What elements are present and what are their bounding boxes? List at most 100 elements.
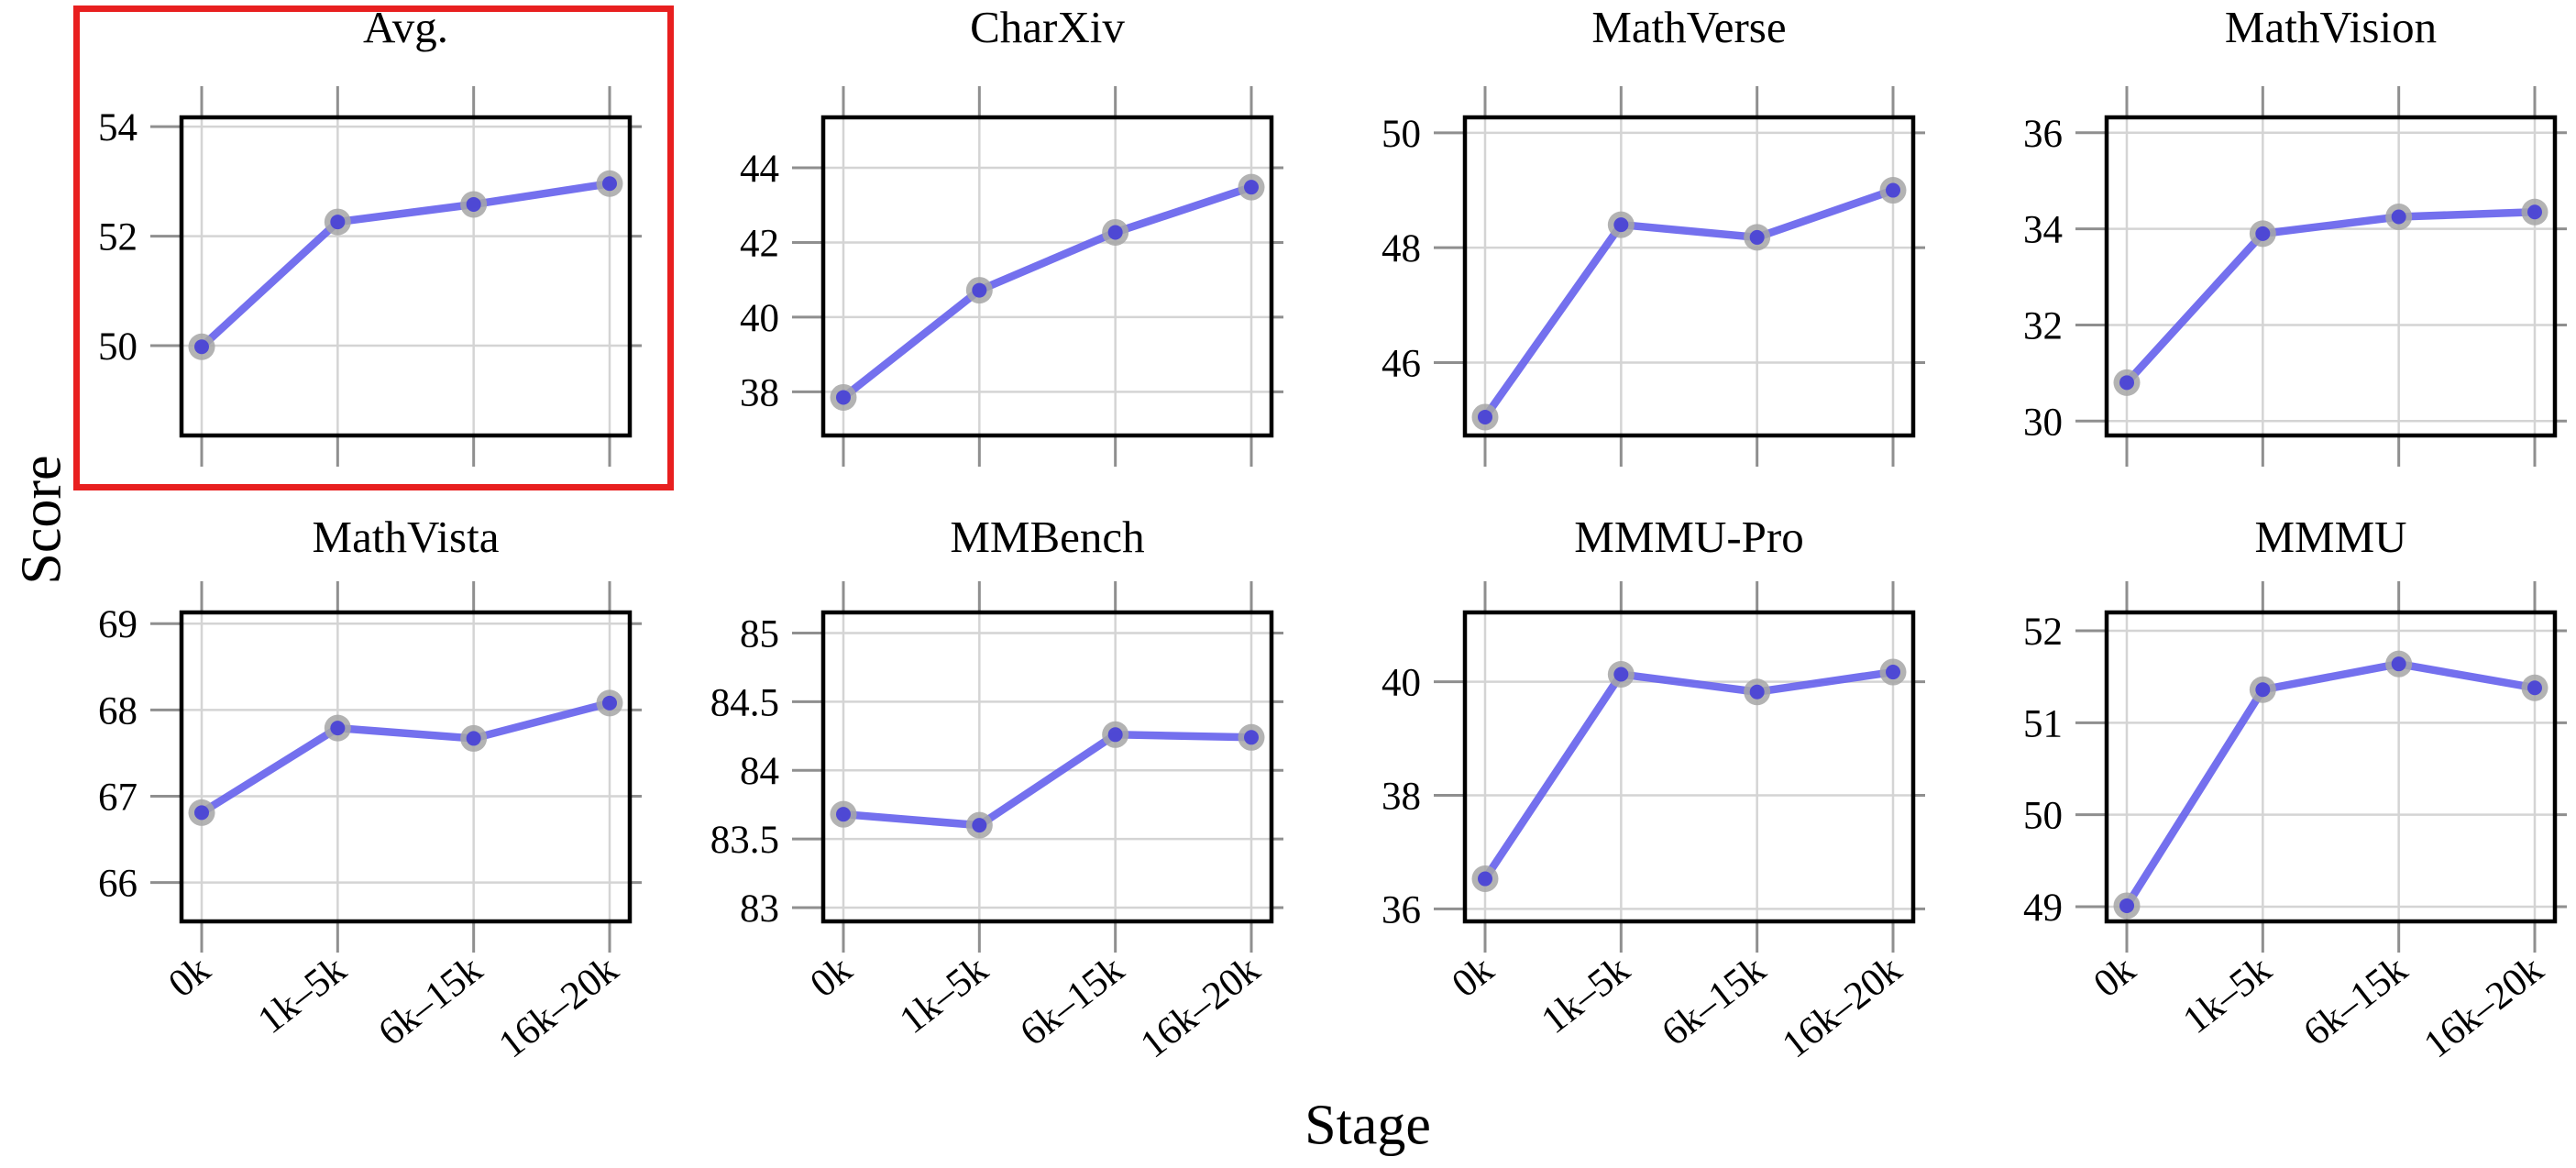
y-tick-label: 84 [740,750,779,793]
y-tick-label: 36 [2023,113,2063,156]
axis-frame [1462,115,1916,438]
y-tick-label: 38 [740,371,779,414]
y-tick-label: 51 [2023,702,2063,745]
data-line [839,182,1256,402]
y-tick-label: 32 [2023,304,2063,347]
data-point [1107,727,1123,743]
y-axis-label: Score [10,455,73,585]
x-tick-label: 0k [802,948,860,1007]
axis-frame [820,610,1274,924]
highlight-box [73,6,674,490]
data-point [1478,409,1492,424]
y-tick-label: 84.5 [710,681,779,724]
axis-frame [179,610,633,924]
data-point [972,818,987,833]
y-tick-label: 50 [1382,113,1421,156]
data-line [1481,667,1898,883]
y-tick-label: 69 [98,603,138,646]
subplot-title: MMBench [950,513,1144,562]
y-tick-label: 48 [1382,227,1421,270]
subplot-title: MathVerse [1591,2,1786,52]
data-point [972,282,987,298]
y-tick-label: 50 [98,325,138,369]
data-point [1749,229,1765,245]
data-line [2122,208,2539,387]
subplot-title: MMMU-Pro [1574,513,1803,562]
data-point [2391,209,2406,225]
y-tick-label: 46 [1382,342,1421,385]
subplot-title: MathVista [313,513,500,562]
x-tick-label: 1k–5k [250,948,355,1043]
data-point [194,805,209,821]
x-tick-label: 1k–5k [2175,948,2280,1043]
data-point [1886,665,1900,680]
y-tick-label: 40 [1382,662,1421,705]
data-point [2255,682,2271,698]
data-line [1481,186,1898,422]
data-point [602,695,617,711]
subplot-mathverse: MathVerse 46 48 50 [1382,2,1925,467]
subplot-charxiv: CharXiv 38 40 42 44 [740,2,1283,467]
y-tick-label: 36 [1382,888,1421,931]
x-tick-label: 6k–15k [1654,948,1774,1055]
subplot-mathvista: MathVista 66 67 68 69 0k 1k–5k 6k–15k 16k–20k [98,513,642,1067]
axis-frame [1462,610,1916,924]
y-tick-label: 83.5 [710,819,779,862]
data-point [1749,684,1765,700]
y-tick-label: 68 [98,689,138,733]
x-tick-label: 16k–20k [1133,948,1269,1067]
x-axis-label: Stage [1305,1094,1431,1157]
x-tick-label: 6k–15k [1012,948,1132,1055]
y-tick-label: 52 [2023,611,2063,654]
y-tick-label: 83 [740,887,779,931]
data-point [602,176,617,192]
subplot-mathvision: MathVision 30 32 34 36 [2023,2,2567,467]
axis-frame [2104,610,2558,924]
subplot-title: MathVision [2225,2,2437,52]
data-point [836,390,851,405]
y-tick-label: 50 [2023,795,2063,838]
subplot-mmmu-pro: MMMU-Pro 36 38 40 0k 1k–5k 6k–15k 16k–20k [1382,513,1925,1067]
data-line [839,731,1256,830]
data-point [194,339,209,355]
x-tick-label: 0k [2086,948,2143,1007]
x-tick-label: 16k–20k [491,948,627,1067]
y-tick-label: 49 [2023,887,2063,930]
axis-frame [820,115,1274,438]
data-point [1613,667,1629,682]
y-tick-label: 85 [740,612,779,656]
data-point [466,196,481,212]
subplot-mmbench: MMBench 83 83.5 84 84.5 85 0k 1k–5k 6k–15k 16k–20… [710,513,1283,1067]
x-tick-label: 0k [1444,948,1502,1007]
data-point [2255,226,2271,241]
data-point [2119,898,2134,913]
subplot-mmmu: MMMU 49 50 51 52 0k 1k–5k 6k–15k 16k–20k [2023,513,2567,1067]
data-point [836,807,851,822]
data-point [2391,656,2406,672]
y-tick-label: 42 [740,222,779,265]
data-point [2527,204,2542,220]
data-point [330,215,346,230]
subplot-title: MMMU [2254,513,2406,562]
x-tick-label: 1k–5k [892,948,996,1043]
y-tick-label: 52 [98,216,138,259]
y-tick-label: 34 [2023,209,2063,252]
data-point [1244,180,1259,195]
y-tick-label: 40 [740,297,779,340]
data-line [197,699,614,817]
x-tick-label: 6k–15k [370,948,490,1055]
x-tick-label: 16k–20k [2416,948,2552,1067]
y-tick-label: 66 [98,863,138,906]
x-tick-label: 16k–20k [1775,948,1910,1067]
data-point [2527,680,2542,696]
data-point [1478,871,1492,887]
y-tick-label: 54 [98,106,138,149]
data-point [466,731,481,746]
y-tick-label: 30 [2023,401,2063,444]
data-point [1613,217,1629,233]
data-point [2119,375,2134,391]
y-tick-label: 44 [740,148,779,191]
